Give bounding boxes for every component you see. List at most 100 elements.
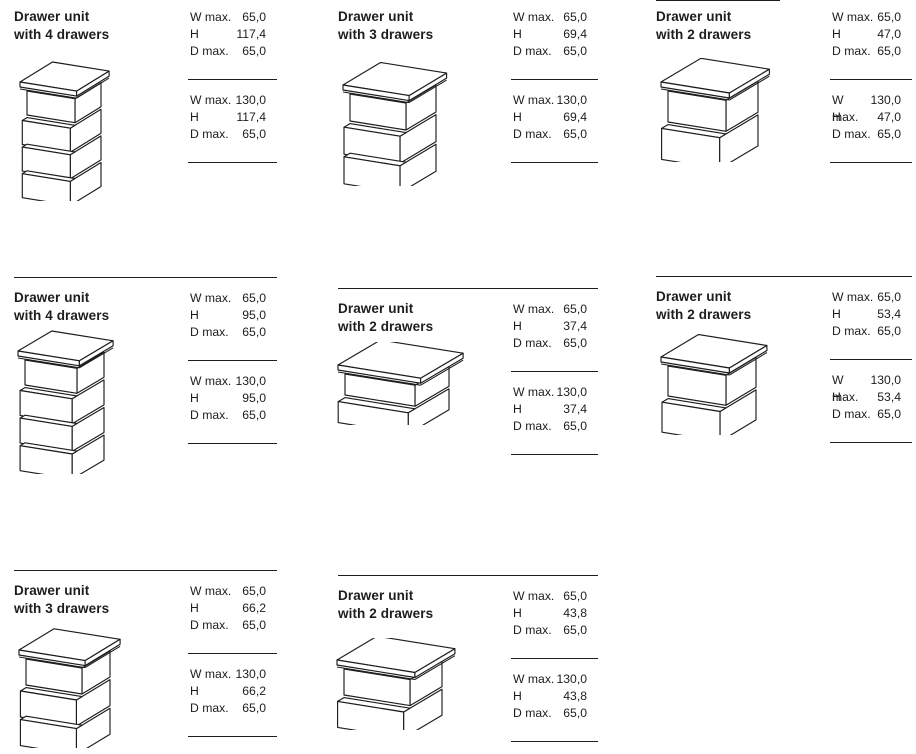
spec-divider — [830, 79, 912, 80]
spec-row-width: W max. 130,0 — [188, 666, 277, 683]
spec-row-depth: D max. 65,0 — [511, 126, 598, 143]
spec-block-wide: W max. 130,0 H 66,2 D max. 65,0 — [188, 666, 277, 717]
spec-label-wmax: W max. — [190, 291, 232, 305]
product-title-line2: with 3 drawers — [14, 601, 110, 616]
spec-label-dmax: D max. — [513, 623, 552, 637]
spec-divider — [188, 79, 277, 80]
spec-value-h: 37,4 — [563, 319, 587, 333]
spec-block-narrow: W max. 65,0 H 66,2 D max. 65,0 — [188, 583, 277, 634]
product-title: Drawer unit with 4 drawers — [14, 289, 277, 325]
spec-row-height: H 53,4 — [830, 306, 912, 323]
spec-value-wmax: 130,0 — [870, 93, 902, 107]
spec-block-wide: W max. 130,0 H 69,4 D max. 65,0 — [511, 92, 598, 143]
spec-value-h: 53,4 — [877, 307, 901, 321]
spec-table: W max. 65,0 H 53,4 D max. 65,0 W max. 13… — [830, 289, 912, 455]
spec-block-narrow: W max. 65,0 H 53,4 D max. 65,0 — [830, 289, 912, 340]
spec-block-wide: W max. 130,0 H 53,4 D max. 65,0 — [830, 372, 912, 423]
spec-label-wmax: W max. — [190, 93, 232, 107]
spec-block-wide: W max. 130,0 H 37,4 D max. 65,0 — [511, 384, 598, 435]
product-title: Drawer unit with 4 drawers — [14, 8, 277, 44]
section-divider — [338, 288, 598, 289]
spec-label-wmax: W max. — [832, 10, 874, 24]
spec-value-dmax: 65,0 — [563, 706, 587, 720]
spec-value-dmax: 65,0 — [242, 44, 266, 58]
spec-value-dmax: 65,0 — [242, 325, 266, 339]
spec-value-wmax: 65,0 — [877, 290, 901, 304]
spec-label-h: H — [190, 391, 199, 405]
spec-value-wmax: 65,0 — [242, 584, 266, 598]
spec-row-depth: D max. 65,0 — [511, 418, 598, 435]
spec-row-height: H 47,0 — [830, 109, 912, 126]
product-title-line1: Drawer unit — [14, 290, 90, 305]
spec-value-dmax: 65,0 — [242, 701, 266, 715]
spec-value-wmax: 130,0 — [556, 93, 588, 107]
spec-label-dmax: D max. — [190, 127, 229, 141]
spec-label-dmax: D max. — [513, 44, 552, 58]
spec-table: W max. 65,0 H 47,0 D max. 65,0 W max. 13… — [830, 9, 912, 175]
spec-label-dmax: D max. — [513, 706, 552, 720]
spec-row-width: W max. 130,0 — [188, 373, 277, 390]
spec-divider — [511, 371, 598, 372]
spec-row-width: W max. 130,0 — [188, 92, 277, 109]
spec-label-h: H — [513, 402, 522, 416]
drawer-unit-drawing — [17, 330, 114, 474]
spec-value-dmax: 65,0 — [242, 127, 266, 141]
section-divider — [14, 570, 277, 571]
spec-block-narrow: W max. 65,0 H 37,4 D max. 65,0 — [511, 301, 598, 352]
spec-label-h: H — [513, 110, 522, 124]
spec-row-width: W max. 65,0 — [511, 588, 598, 605]
spec-label-h: H — [832, 110, 841, 124]
spec-label-dmax: D max. — [190, 618, 229, 632]
spec-label-h: H — [190, 601, 199, 615]
product-title-line2: with 4 drawers — [14, 27, 110, 42]
spec-row-width: W max. 65,0 — [188, 9, 277, 26]
spec-value-wmax: 65,0 — [242, 291, 266, 305]
spec-value-h: 66,2 — [242, 601, 266, 615]
section-divider — [656, 0, 780, 1]
spec-label-wmax: W max. — [513, 589, 555, 603]
product-title: Drawer unit with 3 drawers — [14, 582, 277, 618]
spec-row-depth: D max. 65,0 — [511, 622, 598, 639]
product-title-line1: Drawer unit — [338, 9, 414, 24]
spec-row-depth: D max. 65,0 — [188, 617, 277, 634]
product-cell: Drawer unit with 2 drawers W max. 65,0 H… — [338, 300, 598, 455]
product-cell: Drawer unit with 2 drawers W max. 65,0 H… — [656, 8, 912, 163]
spec-value-wmax: 130,0 — [235, 93, 267, 107]
spec-value-dmax: 65,0 — [563, 419, 587, 433]
spec-label-dmax: D max. — [190, 701, 229, 715]
spec-row-height: H 66,2 — [188, 683, 277, 700]
spec-label-wmax: W max. — [513, 672, 555, 686]
product-title-line2: with 3 drawers — [338, 27, 434, 42]
spec-value-h: 43,8 — [563, 689, 587, 703]
product-title: Drawer unit with 2 drawers — [338, 587, 598, 623]
spec-label-h: H — [513, 27, 522, 41]
spec-block-wide: W max. 130,0 H 95,0 D max. 65,0 — [188, 373, 277, 424]
spec-value-h: 117,4 — [236, 27, 266, 41]
spec-label-h: H — [190, 308, 199, 322]
drawer-unit-drawing — [337, 342, 464, 425]
product-title: Drawer unit with 2 drawers — [338, 300, 598, 336]
spec-row-depth: D max. 65,0 — [188, 43, 277, 60]
drawer-unit-drawing — [660, 334, 768, 435]
spec-row-width: W max. 130,0 — [511, 384, 598, 401]
spec-block-narrow: W max. 65,0 H 117,4 D max. 65,0 — [188, 9, 277, 60]
spec-row-depth: D max. 65,0 — [511, 705, 598, 722]
spec-label-dmax: D max. — [513, 336, 552, 350]
spec-value-dmax: 65,0 — [877, 407, 901, 421]
spec-value-h: 53,4 — [877, 390, 901, 404]
product-title-line1: Drawer unit — [656, 9, 732, 24]
spec-value-h: 37,4 — [563, 402, 587, 416]
spec-value-dmax: 65,0 — [877, 127, 901, 141]
spec-value-wmax: 65,0 — [242, 10, 266, 24]
product-cell: Drawer unit with 2 drawers W max. 65,0 H… — [656, 288, 912, 443]
spec-value-h: 69,4 — [563, 110, 587, 124]
spec-label-h: H — [513, 606, 522, 620]
product-title-line1: Drawer unit — [14, 583, 90, 598]
spec-row-height: H 53,4 — [830, 389, 912, 406]
spec-divider — [188, 360, 277, 361]
spec-label-dmax: D max. — [190, 44, 229, 58]
spec-row-width: W max. 65,0 — [511, 301, 598, 318]
spec-value-wmax: 130,0 — [556, 385, 588, 399]
spec-row-width: W max. 65,0 — [830, 9, 912, 26]
spec-label-h: H — [190, 684, 199, 698]
